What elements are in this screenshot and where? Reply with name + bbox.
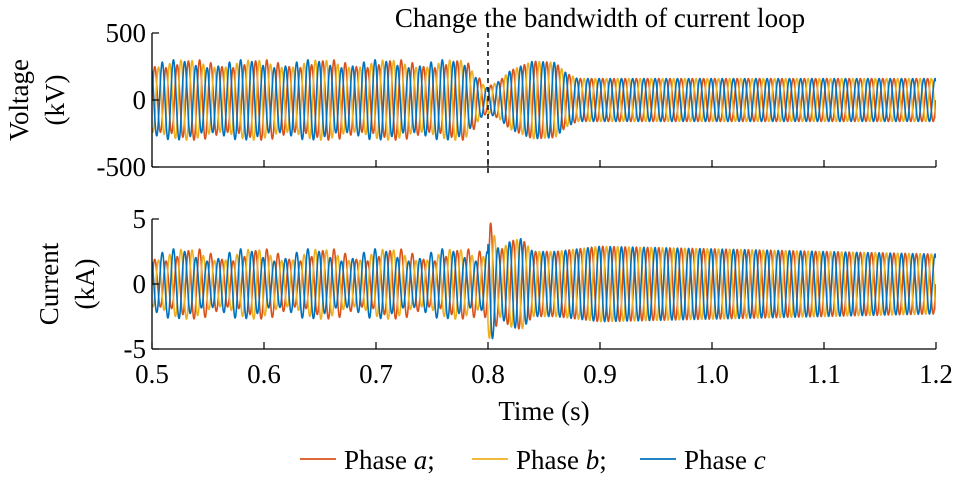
voltage-ytick-label: 500 bbox=[106, 18, 147, 48]
voltage-ytick-label: -500 bbox=[97, 152, 147, 182]
voltage-series-phase-a bbox=[152, 59, 936, 141]
annotation-text: Change the bandwidth of current loop bbox=[395, 3, 805, 33]
x-axis-label: Time (s) bbox=[498, 396, 589, 426]
voltage-ylabel-line1: Voltage bbox=[4, 59, 34, 141]
legend-suffix: ; bbox=[427, 445, 435, 475]
current-traces bbox=[152, 222, 936, 340]
current-ytick-label: 0 bbox=[133, 269, 147, 299]
voltage-series-phase-c bbox=[152, 59, 936, 141]
legend-prefix: Phase bbox=[684, 445, 754, 475]
legend-label-phase-c: Phase c bbox=[684, 445, 766, 475]
legend-label-phase-b: Phase b; bbox=[516, 445, 607, 475]
legend-phase-letter: a bbox=[414, 445, 428, 475]
xtick-label: 1.1 bbox=[807, 359, 841, 389]
current-series-phase-a bbox=[152, 222, 936, 330]
current-ylabel-line1: Current bbox=[34, 242, 64, 325]
current-ytick-label: -5 bbox=[124, 334, 147, 364]
legend-prefix: Phase bbox=[344, 445, 414, 475]
legend-phase-letter: c bbox=[754, 445, 766, 475]
xtick-label: 0.6 bbox=[247, 359, 281, 389]
voltage-traces bbox=[152, 59, 936, 141]
xtick-label: 1.0 bbox=[695, 359, 729, 389]
voltage-series-phase-b bbox=[152, 59, 936, 141]
xtick-label: 0.9 bbox=[583, 359, 617, 389]
legend-phase-letter: b bbox=[586, 445, 600, 475]
current-series-phase-c bbox=[152, 237, 936, 340]
current-panel: 5 0 -5 0.5 0.6 0.7 0.8 0.9 1.0 1.1 1.2 Current (k… bbox=[34, 160, 953, 389]
legend-label-phase-a: Phase a; bbox=[344, 445, 435, 475]
current-ylabel-line2: (kA) bbox=[70, 259, 100, 310]
xtick-label: 0.7 bbox=[359, 359, 393, 389]
legend: Phase a; Phase b; Phase c bbox=[300, 445, 766, 475]
voltage-panel: 500 0 -500 Voltage (kV) bbox=[4, 18, 936, 182]
current-ytick-label: 5 bbox=[133, 204, 147, 234]
legend-prefix: Phase bbox=[516, 445, 586, 475]
voltage-ytick-label: 0 bbox=[133, 85, 147, 115]
xtick-label: 1.2 bbox=[919, 359, 953, 389]
xtick-label: 0.5 bbox=[135, 359, 169, 389]
legend-suffix: ; bbox=[599, 445, 607, 475]
voltage-ylabel-line2: (kV) bbox=[40, 75, 70, 126]
current-series-phase-b bbox=[152, 234, 936, 339]
xtick-label: 0.8 bbox=[471, 359, 505, 389]
